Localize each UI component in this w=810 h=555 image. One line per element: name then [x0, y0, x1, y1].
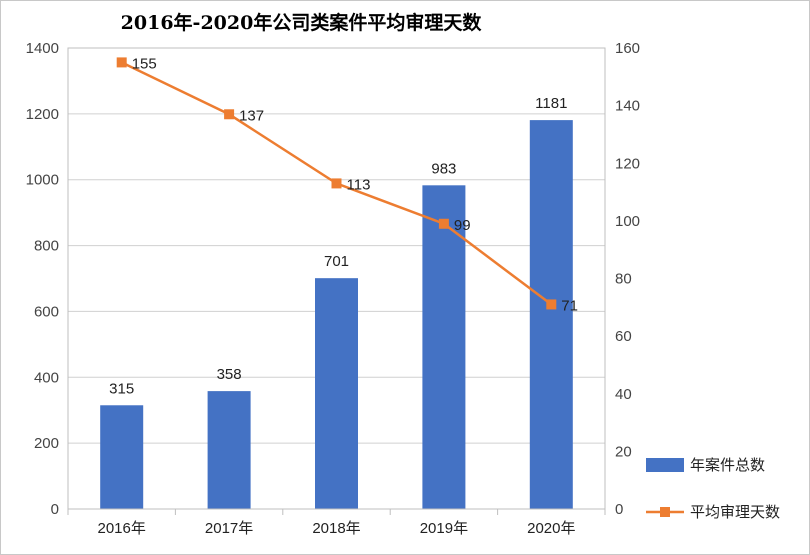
right-axis-tick: 0 — [615, 501, 623, 518]
bar — [207, 391, 251, 509]
left-axis-tick: 200 — [34, 435, 59, 452]
line-data-label: 99 — [454, 217, 471, 234]
bar — [422, 185, 466, 510]
right-axis-tick: 20 — [615, 443, 632, 460]
left-axis-tick: 1200 — [26, 106, 59, 123]
x-axis-tick-label: 2016年 — [98, 520, 146, 537]
line-marker — [331, 178, 342, 189]
bar — [100, 405, 144, 509]
right-axis-tick: 40 — [615, 386, 632, 403]
left-axis-tick: 800 — [34, 238, 59, 255]
bar-data-label: 701 — [324, 253, 349, 270]
right-axis-tick: 80 — [615, 271, 632, 288]
legend-line-marker — [660, 507, 670, 517]
line-marker — [438, 218, 449, 229]
legend-label: 平均审理天数 — [690, 504, 780, 521]
bar-data-label: 983 — [431, 160, 456, 177]
left-axis-tick: 0 — [51, 501, 59, 518]
line-marker — [224, 109, 235, 120]
bar — [529, 120, 573, 509]
left-axis-tick: 400 — [34, 369, 59, 386]
bar-series — [100, 120, 573, 510]
chart-title: 2016年-2020年公司类案件平均审理天数 — [120, 12, 482, 34]
right-axis-tick: 100 — [615, 213, 640, 230]
bar-data-label: 1181 — [535, 95, 567, 112]
axes: 0 200 400 600 800 1000 1200 1400 0 20 40 60 80 100 120… — [26, 40, 640, 537]
data-labels: 315 358 701 983 1181 155 137 113 99 71 — [109, 55, 578, 397]
line-data-label: 155 — [132, 55, 157, 72]
line-data-label: 113 — [347, 176, 371, 193]
right-axis-tick: 160 — [615, 40, 640, 57]
plot-area-border — [67, 47, 606, 510]
left-axis-tick: 600 — [34, 303, 59, 320]
line-data-label: 137 — [239, 107, 264, 124]
x-axis-tick-label: 2020年 — [527, 520, 575, 537]
legend-bar-swatch — [646, 458, 684, 472]
line-marker — [546, 299, 557, 310]
bar — [315, 278, 358, 509]
left-axis-tick: 1000 — [26, 172, 59, 189]
line-data-label: 71 — [561, 297, 578, 314]
left-axis-tick: 1400 — [26, 40, 59, 57]
right-axis-tick: 60 — [615, 328, 632, 345]
x-axis-tick-label: 2017年 — [205, 520, 253, 537]
line-series — [116, 57, 557, 310]
bar-data-label: 315 — [109, 380, 134, 397]
right-axis-tick: 120 — [615, 155, 640, 172]
bar-data-label: 358 — [217, 366, 242, 383]
right-axis-tick: 140 — [615, 98, 640, 115]
legend-label: 年案件总数 — [690, 456, 765, 474]
line-marker — [116, 57, 127, 68]
x-axis-tick-label: 2018年 — [312, 520, 360, 537]
x-axis-tick-label: 2019年 — [420, 520, 468, 537]
